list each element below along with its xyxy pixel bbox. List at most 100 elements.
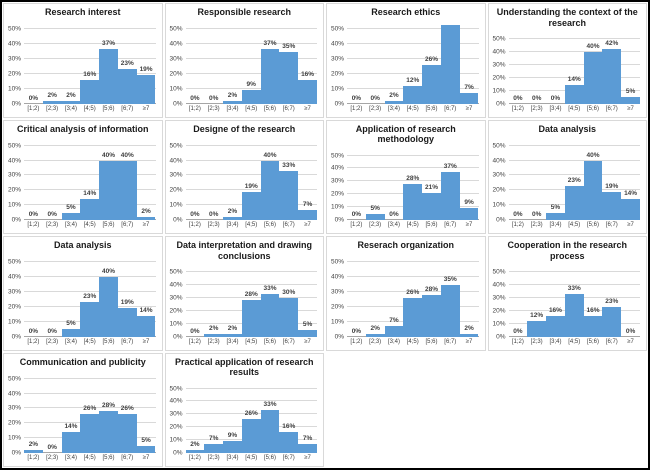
bar-slot: 2% bbox=[204, 266, 224, 337]
bar-data-label: 2% bbox=[47, 91, 57, 99]
y-axis-labels: 0% 10% 20% 30% 40% 50% bbox=[166, 138, 186, 223]
bar bbox=[564, 185, 584, 220]
y-tick-label: 40% bbox=[492, 48, 506, 56]
bar-data-label: 7% bbox=[302, 434, 313, 442]
chart-body: 0% 10% 20% 30% 40% 50% 2% 7% 9% 26% 33% 16% 7% bbox=[166, 380, 324, 457]
y-tick-label: 40% bbox=[7, 40, 21, 48]
y-tick-label: 50% bbox=[169, 25, 183, 33]
bar bbox=[365, 213, 385, 220]
bar-slot: 19% bbox=[136, 22, 156, 104]
bar-slot: 2% bbox=[223, 138, 242, 220]
bar-slot: 40% bbox=[99, 138, 118, 220]
y-tick-label: 10% bbox=[330, 85, 344, 93]
bar-slot: 23% bbox=[564, 138, 584, 220]
bar-slot: 28% bbox=[422, 255, 441, 337]
bar-slot: 14% bbox=[61, 371, 81, 453]
bar-data-label: 0% bbox=[208, 211, 219, 218]
x-tick-label: [6;7) bbox=[121, 455, 134, 461]
bar-data-label: 28% bbox=[406, 174, 420, 182]
bar-data-label: 0% bbox=[351, 211, 362, 218]
bar bbox=[459, 93, 479, 104]
bars-container: 2% 0% 14% 26% 28% 26% 5% bbox=[24, 371, 156, 453]
x-axis-labels: [1;2) [2;3) [3;4) [4;5) [5;6) [6;7) ≥7 bbox=[166, 104, 324, 117]
bar-slot: 26% bbox=[241, 382, 261, 453]
y-tick-label: 30% bbox=[492, 61, 506, 69]
y-tick-label: 10% bbox=[330, 203, 344, 211]
y-tick-label: 30% bbox=[7, 404, 21, 412]
bar-slot: 5% bbox=[136, 371, 156, 453]
y-tick-label: 20% bbox=[169, 186, 183, 194]
bar-data-label: 33% bbox=[263, 284, 277, 292]
bar bbox=[583, 160, 603, 220]
bar bbox=[260, 293, 280, 337]
chart-panel-9: Data analysis 0% 10% 20% 30% 40% 50% 0% 0% 5% 23… bbox=[3, 236, 163, 351]
x-tick-label: [5;6) bbox=[102, 338, 115, 345]
gridline bbox=[24, 144, 156, 146]
y-tick-label: 0% bbox=[173, 333, 183, 340]
chart-panel-14: Practical application of research result… bbox=[164, 352, 324, 467]
bar-data-label: 0% bbox=[47, 444, 57, 451]
chart-panel-3: Research ethics 0% 10% 20% 30% 40% 50% 0% 0% 2%… bbox=[326, 3, 486, 118]
gridline bbox=[347, 167, 479, 169]
bar-data-label: 26% bbox=[406, 288, 420, 296]
y-tick-label: 0% bbox=[334, 100, 344, 107]
bar-slot: 37% bbox=[440, 149, 460, 220]
x-tick-label: [6;7) bbox=[605, 338, 618, 345]
x-tick-label: ≥7 bbox=[142, 105, 150, 112]
x-tick-label: [4;5) bbox=[568, 222, 581, 228]
x-axis-labels: [1;2) [2;3) [3;4) [4;5) [5;6) [6;7) ≥7 bbox=[166, 453, 324, 466]
bar bbox=[440, 172, 460, 220]
chart-body: 0% 10% 20% 30% 40% 50% 0% 0% 0% 14% 40% 42% 5% bbox=[489, 31, 647, 107]
bar-slot: 7% bbox=[298, 382, 317, 453]
plot-area: 0% 2% 2% 16% 37% 23% 19% bbox=[24, 22, 156, 104]
x-tick-label: [5;6) bbox=[264, 455, 277, 461]
y-tick-label: 10% bbox=[7, 434, 21, 442]
bar-slot: 0% bbox=[527, 33, 546, 104]
gridline bbox=[347, 72, 479, 74]
gridline bbox=[508, 50, 640, 52]
x-tick-label: [3;4) bbox=[64, 338, 77, 345]
bar-data-label: 23% bbox=[83, 293, 97, 301]
bar bbox=[204, 333, 224, 337]
y-tick-label: 0% bbox=[11, 100, 21, 107]
bar-slot: 23% bbox=[602, 266, 622, 337]
x-tick-label: ≥7 bbox=[465, 222, 473, 228]
y-tick-label: 50% bbox=[492, 268, 506, 276]
bar bbox=[223, 217, 242, 220]
x-axis-labels: [1;2) [2;3) [3;4) [4;5) [5;6) [6;7) ≥7 bbox=[166, 220, 324, 233]
bar-data-label: 0% bbox=[190, 211, 200, 218]
bar-slot: 26% bbox=[80, 371, 100, 453]
gridline bbox=[185, 387, 317, 389]
gridline bbox=[347, 276, 479, 278]
y-axis-labels: 0% 10% 20% 30% 40% 50% bbox=[166, 22, 186, 107]
bar-slot: 0% bbox=[366, 22, 385, 104]
bar-slot: 16% bbox=[298, 22, 317, 104]
bar-slot: 16% bbox=[583, 266, 603, 337]
gridline bbox=[185, 174, 317, 176]
plot-area: 2% 0% 14% 26% 28% 26% 5% bbox=[24, 371, 156, 453]
bar-data-label: 40% bbox=[102, 268, 116, 276]
bar-data-label: 35% bbox=[282, 42, 296, 50]
y-tick-label: 20% bbox=[7, 303, 21, 311]
bar bbox=[99, 160, 118, 220]
bar bbox=[298, 79, 317, 104]
x-tick-label: [4;5) bbox=[83, 338, 96, 345]
bar-data-label: 16% bbox=[548, 306, 562, 314]
gridline bbox=[185, 72, 317, 74]
bar bbox=[260, 48, 280, 104]
gridline bbox=[24, 189, 156, 191]
chart-panel-4: Understanding the context of the researc… bbox=[487, 3, 647, 118]
gridline bbox=[185, 296, 317, 298]
y-tick-label: 40% bbox=[169, 281, 183, 289]
bar bbox=[384, 100, 404, 104]
bar-data-label: 42% bbox=[605, 40, 619, 48]
x-tick-label: [2;3) bbox=[46, 222, 59, 228]
gridline bbox=[185, 28, 317, 30]
chart-body: 0% 10% 20% 30% 40% 50% 0% 0% 5% 23% 40% 19% 14% bbox=[4, 253, 162, 340]
y-axis-labels: 0% 10% 20% 30% 40% 50% bbox=[327, 255, 347, 340]
chart-body: 0% 10% 20% 30% 40% 50% 0% 5% 0% 28% 21% 37% 9% bbox=[327, 147, 485, 224]
x-tick-label: ≥7 bbox=[142, 338, 150, 345]
chart-title: Application of research methodology bbox=[355, 123, 456, 145]
x-tick-label: [6;7) bbox=[605, 105, 618, 112]
